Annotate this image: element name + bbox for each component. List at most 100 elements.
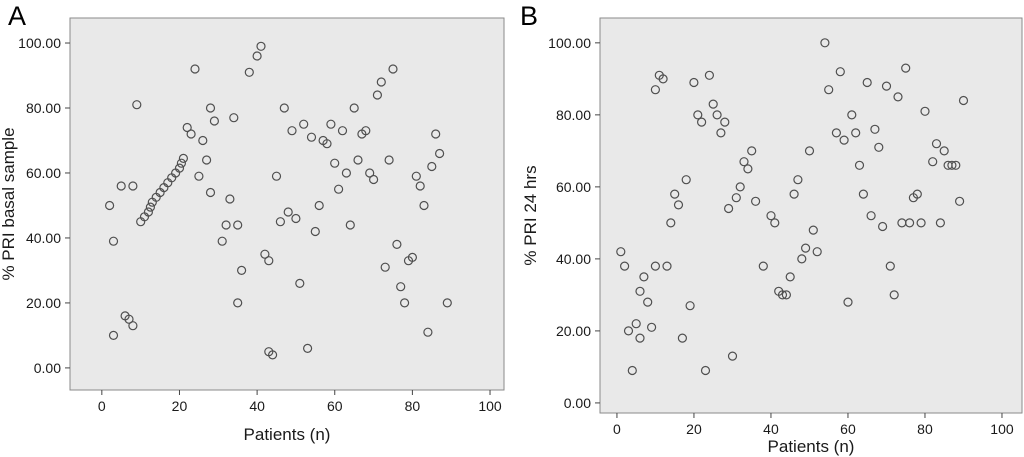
scatter-point [831, 128, 841, 138]
scatter-plot-a: 0 20 40 60 80 100 0.00 20.00 40.00 60.00 80.00 100.… [0, 17, 505, 444]
plot-area [69, 17, 505, 391]
scatter-point [885, 261, 895, 271]
scatter-point [314, 200, 324, 211]
scatter-point [931, 139, 942, 149]
scatter-point [851, 128, 861, 138]
scatter-point [843, 297, 853, 307]
x-tick-label: 80 [405, 398, 421, 414]
scatter-point [797, 254, 807, 264]
scatter-point [349, 103, 359, 113]
scatter-point [785, 272, 795, 282]
scatter-point [145, 202, 155, 212]
scatter-point [893, 92, 903, 102]
scatter-point [905, 218, 915, 228]
scatter-point [935, 218, 945, 228]
scatter-point [380, 262, 390, 272]
scatter-point [372, 90, 382, 100]
scatter-point [951, 160, 961, 170]
scatter-point [804, 146, 815, 156]
scatter-point [920, 106, 930, 116]
scatter-point [279, 103, 289, 113]
scatter-point [639, 272, 649, 282]
scatter-point [781, 290, 791, 300]
scatter-point [271, 171, 282, 181]
scatter-point [708, 99, 718, 109]
scatter-point [739, 157, 749, 167]
scatter-point [268, 350, 278, 360]
scatter-point [104, 200, 115, 211]
scatter-point [619, 261, 630, 271]
scatter-point [704, 70, 714, 80]
scatter-point [376, 77, 386, 87]
scatter-point [812, 247, 822, 257]
scatter-point [369, 174, 379, 185]
scatter-point [353, 155, 363, 165]
scatter-point [423, 327, 433, 337]
scatter-point [384, 155, 394, 165]
scatter-point [217, 236, 227, 246]
x-tick-label: 0 [98, 398, 106, 414]
scatter-point [731, 193, 741, 203]
scatter-point [643, 297, 653, 307]
scatter-point [958, 95, 969, 106]
scatter-point [295, 278, 305, 288]
scatter-point [631, 319, 641, 329]
scatter-point [685, 301, 695, 311]
scatter-point [330, 158, 340, 168]
scatter-point [205, 187, 216, 198]
y-tick-label: 60.00 [556, 179, 591, 195]
x-tick-label: 20 [686, 421, 702, 437]
scatter-point [735, 182, 745, 192]
scatter-point [205, 103, 216, 113]
scatter-point [916, 218, 926, 228]
scatter-point [132, 100, 142, 110]
scatter-point [174, 163, 185, 173]
scatter-point [427, 161, 437, 172]
scatter-point [681, 175, 691, 185]
y-tick-label: 100.00 [548, 35, 591, 51]
x-tick-label: 100 [478, 398, 502, 414]
scatter-point [303, 343, 313, 353]
scatter-point [839, 135, 849, 145]
x-tick-label: 0 [613, 421, 621, 437]
scatter-point [820, 38, 830, 48]
scatter-point [287, 126, 297, 136]
scatter-point [647, 322, 657, 332]
scatter-point [635, 333, 645, 343]
scatter-point [662, 261, 672, 271]
scatter-point [415, 181, 425, 191]
scatter-point [955, 196, 965, 206]
scatter-point [928, 157, 938, 167]
y-tick-label: 40.00 [26, 230, 61, 246]
scatter-point [275, 217, 285, 227]
scatter-point [225, 194, 235, 204]
scatter-point [326, 119, 336, 129]
scatter-point [758, 261, 768, 271]
panel-b-label: B [520, 1, 539, 31]
x-tick-label: 40 [249, 398, 265, 414]
scatter-plot-b: 0 20 40 60 80 100 0.00 20.00 40.00 60.00 80.00 100.… [521, 17, 1023, 456]
scatter-point [108, 236, 119, 246]
scatter-point [322, 139, 332, 149]
scatter-point [143, 207, 153, 217]
scatter-point [700, 365, 711, 376]
y-tick-label: 80.00 [26, 100, 61, 116]
scatter-point [128, 321, 138, 331]
scatter-point [716, 128, 726, 138]
scatter-point [889, 290, 899, 300]
scatter-point [198, 135, 208, 146]
scatter-point [874, 142, 884, 152]
scatter-point [870, 124, 880, 134]
scatter-point [770, 218, 780, 228]
y-tick-label: 40.00 [556, 251, 591, 267]
scatter-point [194, 171, 204, 181]
scatter-point [793, 175, 803, 185]
panel-a: A 0 20 40 60 80 100 0.00 20.00 40.00 60.00 80.00 10… [0, 1, 505, 444]
scatter-point [233, 220, 243, 230]
scatter-point [747, 146, 757, 156]
scatter-point [650, 85, 660, 95]
scatter-point [777, 290, 788, 300]
scatter-point [693, 110, 703, 120]
scatter-point [658, 74, 668, 84]
scatter-point [677, 333, 687, 343]
